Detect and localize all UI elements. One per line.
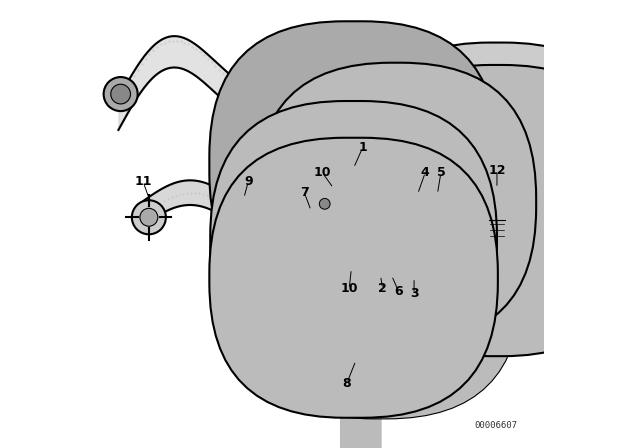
FancyBboxPatch shape	[209, 138, 498, 418]
FancyBboxPatch shape	[271, 57, 552, 336]
Text: 11: 11	[134, 175, 152, 188]
Circle shape	[111, 84, 131, 104]
FancyBboxPatch shape	[356, 65, 638, 356]
Circle shape	[104, 77, 138, 111]
Text: 7: 7	[300, 186, 308, 199]
Circle shape	[132, 200, 166, 234]
Text: 1: 1	[358, 141, 367, 155]
Circle shape	[490, 237, 504, 251]
Text: 10: 10	[314, 166, 331, 179]
FancyBboxPatch shape	[355, 43, 639, 336]
Text: 10: 10	[340, 282, 358, 296]
Text: 12: 12	[488, 164, 506, 177]
Circle shape	[383, 265, 400, 281]
Text: 5: 5	[436, 166, 445, 179]
Circle shape	[140, 208, 158, 226]
Text: 4: 4	[421, 166, 429, 179]
FancyBboxPatch shape	[210, 101, 497, 380]
Circle shape	[319, 198, 330, 209]
Text: 8: 8	[342, 376, 351, 390]
Circle shape	[315, 194, 335, 214]
Text: 3: 3	[410, 287, 419, 300]
FancyBboxPatch shape	[300, 57, 577, 334]
Text: 9: 9	[244, 175, 253, 188]
FancyBboxPatch shape	[209, 21, 498, 308]
Text: 00006607: 00006607	[474, 421, 517, 430]
FancyBboxPatch shape	[333, 184, 374, 224]
Text: 2: 2	[378, 282, 387, 296]
FancyBboxPatch shape	[239, 140, 522, 419]
FancyBboxPatch shape	[256, 63, 536, 343]
Text: 6: 6	[394, 284, 403, 298]
